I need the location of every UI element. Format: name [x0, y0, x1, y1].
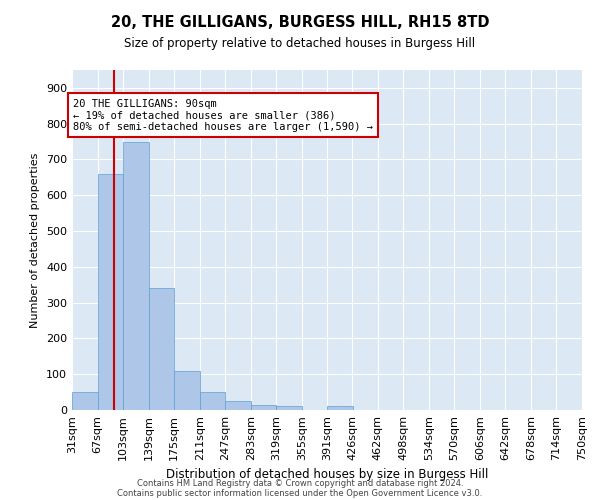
Text: 20, THE GILLIGANS, BURGESS HILL, RH15 8TD: 20, THE GILLIGANS, BURGESS HILL, RH15 8T…: [111, 15, 489, 30]
Bar: [251, 404, 276, 410]
Y-axis label: Number of detached properties: Number of detached properties: [31, 152, 40, 328]
Text: Contains public sector information licensed under the Open Government Licence v3: Contains public sector information licen…: [118, 488, 482, 498]
X-axis label: Distribution of detached houses by size in Burgess Hill: Distribution of detached houses by size …: [166, 468, 488, 481]
Bar: [98, 174, 123, 410]
Bar: [328, 406, 353, 410]
Text: Size of property relative to detached houses in Burgess Hill: Size of property relative to detached ho…: [124, 38, 476, 51]
Bar: [225, 401, 251, 410]
Bar: [174, 370, 200, 410]
Bar: [200, 392, 225, 410]
Bar: [149, 288, 174, 410]
Text: Contains HM Land Registry data © Crown copyright and database right 2024.: Contains HM Land Registry data © Crown c…: [137, 478, 463, 488]
Bar: [123, 142, 149, 410]
Text: 20 THE GILLIGANS: 90sqm
← 19% of detached houses are smaller (386)
80% of semi-d: 20 THE GILLIGANS: 90sqm ← 19% of detache…: [73, 98, 373, 132]
Bar: [72, 392, 98, 410]
Bar: [276, 406, 302, 410]
